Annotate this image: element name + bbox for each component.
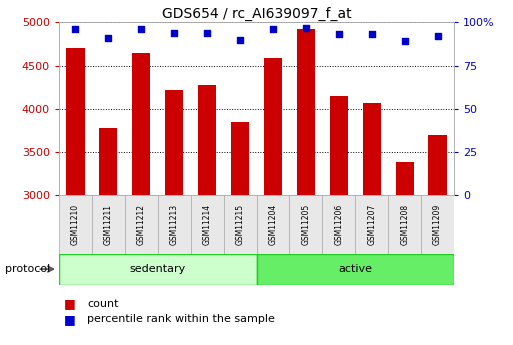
Bar <box>428 135 447 195</box>
Point <box>137 27 145 32</box>
Text: protocol: protocol <box>5 264 50 274</box>
Text: GSM11209: GSM11209 <box>433 204 442 245</box>
Title: GDS654 / rc_AI639097_f_at: GDS654 / rc_AI639097_f_at <box>162 7 351 21</box>
Point <box>269 27 277 32</box>
Bar <box>256 195 289 254</box>
Bar <box>388 195 421 254</box>
Point <box>71 27 80 32</box>
Bar <box>363 104 381 195</box>
Text: GSM11214: GSM11214 <box>203 204 212 245</box>
Bar <box>92 195 125 254</box>
Point <box>334 32 343 37</box>
Text: ■: ■ <box>64 313 76 326</box>
Bar <box>330 96 348 195</box>
Point <box>433 33 442 39</box>
Text: sedentary: sedentary <box>130 264 186 274</box>
Point <box>170 30 179 36</box>
Text: ■: ■ <box>64 297 76 310</box>
Point <box>104 35 112 41</box>
Bar <box>132 52 150 195</box>
Text: GSM11215: GSM11215 <box>235 204 245 245</box>
Point <box>236 37 244 42</box>
Point <box>368 32 376 37</box>
Bar <box>198 85 216 195</box>
Text: GSM11207: GSM11207 <box>367 204 376 245</box>
Text: GSM11211: GSM11211 <box>104 204 113 245</box>
Bar <box>322 195 355 254</box>
Text: GSM11212: GSM11212 <box>137 204 146 245</box>
Bar <box>165 90 183 195</box>
Text: GSM11204: GSM11204 <box>268 204 278 245</box>
Point <box>401 39 409 44</box>
Text: percentile rank within the sample: percentile rank within the sample <box>87 314 275 324</box>
Text: GSM11210: GSM11210 <box>71 204 80 245</box>
Text: GSM11213: GSM11213 <box>170 204 179 245</box>
Bar <box>421 195 454 254</box>
Text: GSM11208: GSM11208 <box>400 204 409 245</box>
Bar <box>396 162 413 195</box>
Bar <box>125 195 158 254</box>
Text: active: active <box>338 264 372 274</box>
Bar <box>158 195 191 254</box>
Bar <box>100 128 117 195</box>
Bar <box>256 254 454 285</box>
Bar <box>289 195 322 254</box>
Text: GSM11206: GSM11206 <box>334 204 343 245</box>
Bar <box>191 195 224 254</box>
Bar <box>59 254 256 285</box>
Point <box>203 30 211 36</box>
Bar <box>297 29 315 195</box>
Text: GSM11205: GSM11205 <box>301 204 310 245</box>
Bar <box>264 58 282 195</box>
Bar <box>66 48 85 195</box>
Bar <box>224 195 256 254</box>
Text: count: count <box>87 299 119 308</box>
Bar <box>231 121 249 195</box>
Bar <box>355 195 388 254</box>
Bar <box>59 195 92 254</box>
Point <box>302 25 310 30</box>
